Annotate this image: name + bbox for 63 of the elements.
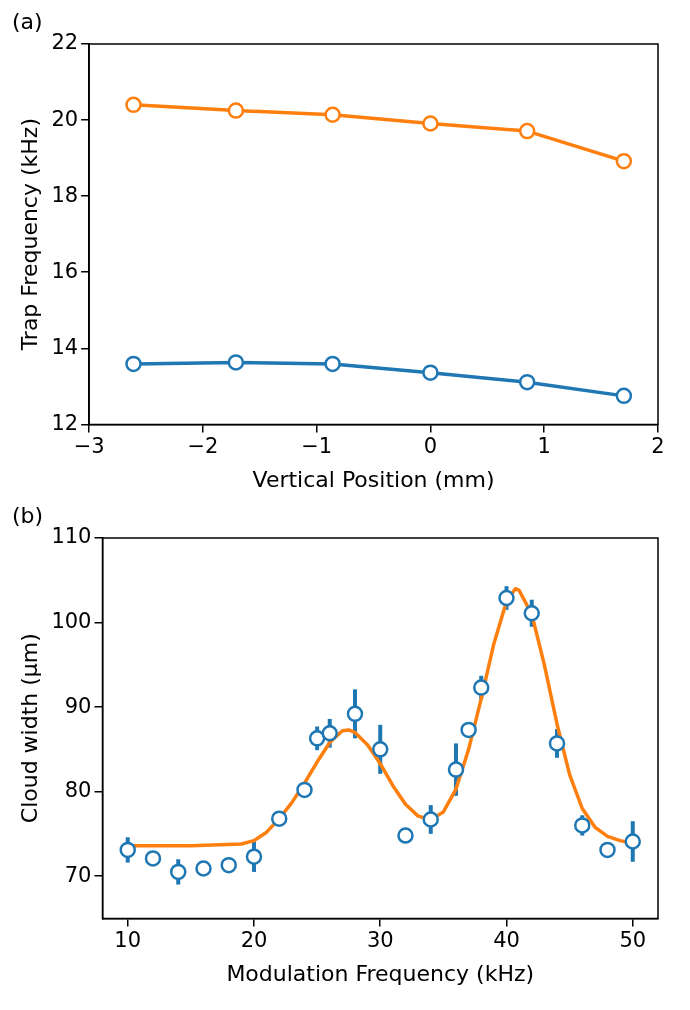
point [615, 387, 633, 405]
point [422, 811, 439, 828]
point [125, 355, 142, 373]
point [397, 827, 414, 844]
point [574, 817, 591, 834]
point [472, 679, 490, 696]
point [270, 810, 288, 827]
point [624, 833, 641, 850]
y-tick-label: 18 [51, 182, 79, 207]
point [227, 354, 245, 371]
y-tick-label: 12 [51, 410, 79, 435]
point [227, 102, 245, 119]
point [308, 730, 326, 747]
y-axis-title: Trap Frequency (kHz) [16, 118, 42, 352]
x-tick-label: 10 [114, 928, 142, 953]
y-tick-label: 70 [64, 862, 92, 887]
x-tick-label: 2 [651, 434, 665, 459]
x-tick-label: 0 [423, 434, 438, 459]
text: (a) [12, 8, 43, 34]
point [615, 152, 633, 170]
point [324, 106, 341, 123]
y-tick-label: 20 [51, 106, 79, 131]
point [346, 705, 364, 723]
point [422, 364, 439, 381]
point [518, 373, 536, 391]
point [144, 850, 162, 867]
x-tick-label: 30 [366, 928, 394, 953]
x-tick-label: −2 [187, 434, 219, 459]
point [422, 115, 439, 132]
point [523, 604, 540, 622]
y-tick-label: 16 [51, 258, 79, 283]
point [321, 725, 338, 742]
y-axis-title: Cloud width (μm) [16, 633, 42, 824]
point [324, 355, 341, 373]
point [125, 96, 142, 114]
point [518, 122, 536, 140]
point [371, 741, 389, 758]
x-tick-label: 50 [619, 928, 647, 953]
point [498, 589, 515, 607]
x-tick-label: −3 [73, 434, 105, 459]
point [169, 863, 187, 881]
x-tick-label: 1 [537, 434, 551, 459]
x-tick-label: −1 [301, 434, 333, 459]
point [119, 841, 136, 859]
text: (b) [12, 502, 44, 528]
y-tick-label: 80 [64, 778, 92, 803]
point [599, 841, 616, 859]
point [220, 856, 237, 874]
x-axis-title: Vertical Position (mm) [252, 466, 495, 492]
y-tick-label: 100 [51, 608, 92, 633]
x-axis-title: Modulation Frequency (kHz) [226, 960, 535, 986]
point [447, 761, 465, 778]
point [195, 860, 212, 877]
y-tick-label: 22 [51, 30, 79, 55]
y-tick-label: 14 [51, 334, 79, 359]
x-tick-label: 20 [240, 928, 268, 953]
y-tick-label: 110 [51, 524, 92, 549]
point [548, 735, 566, 752]
point [296, 781, 313, 799]
point [460, 721, 477, 739]
x-tick-label: 40 [493, 928, 520, 953]
point [245, 848, 263, 865]
y-tick-label: 90 [64, 693, 92, 718]
